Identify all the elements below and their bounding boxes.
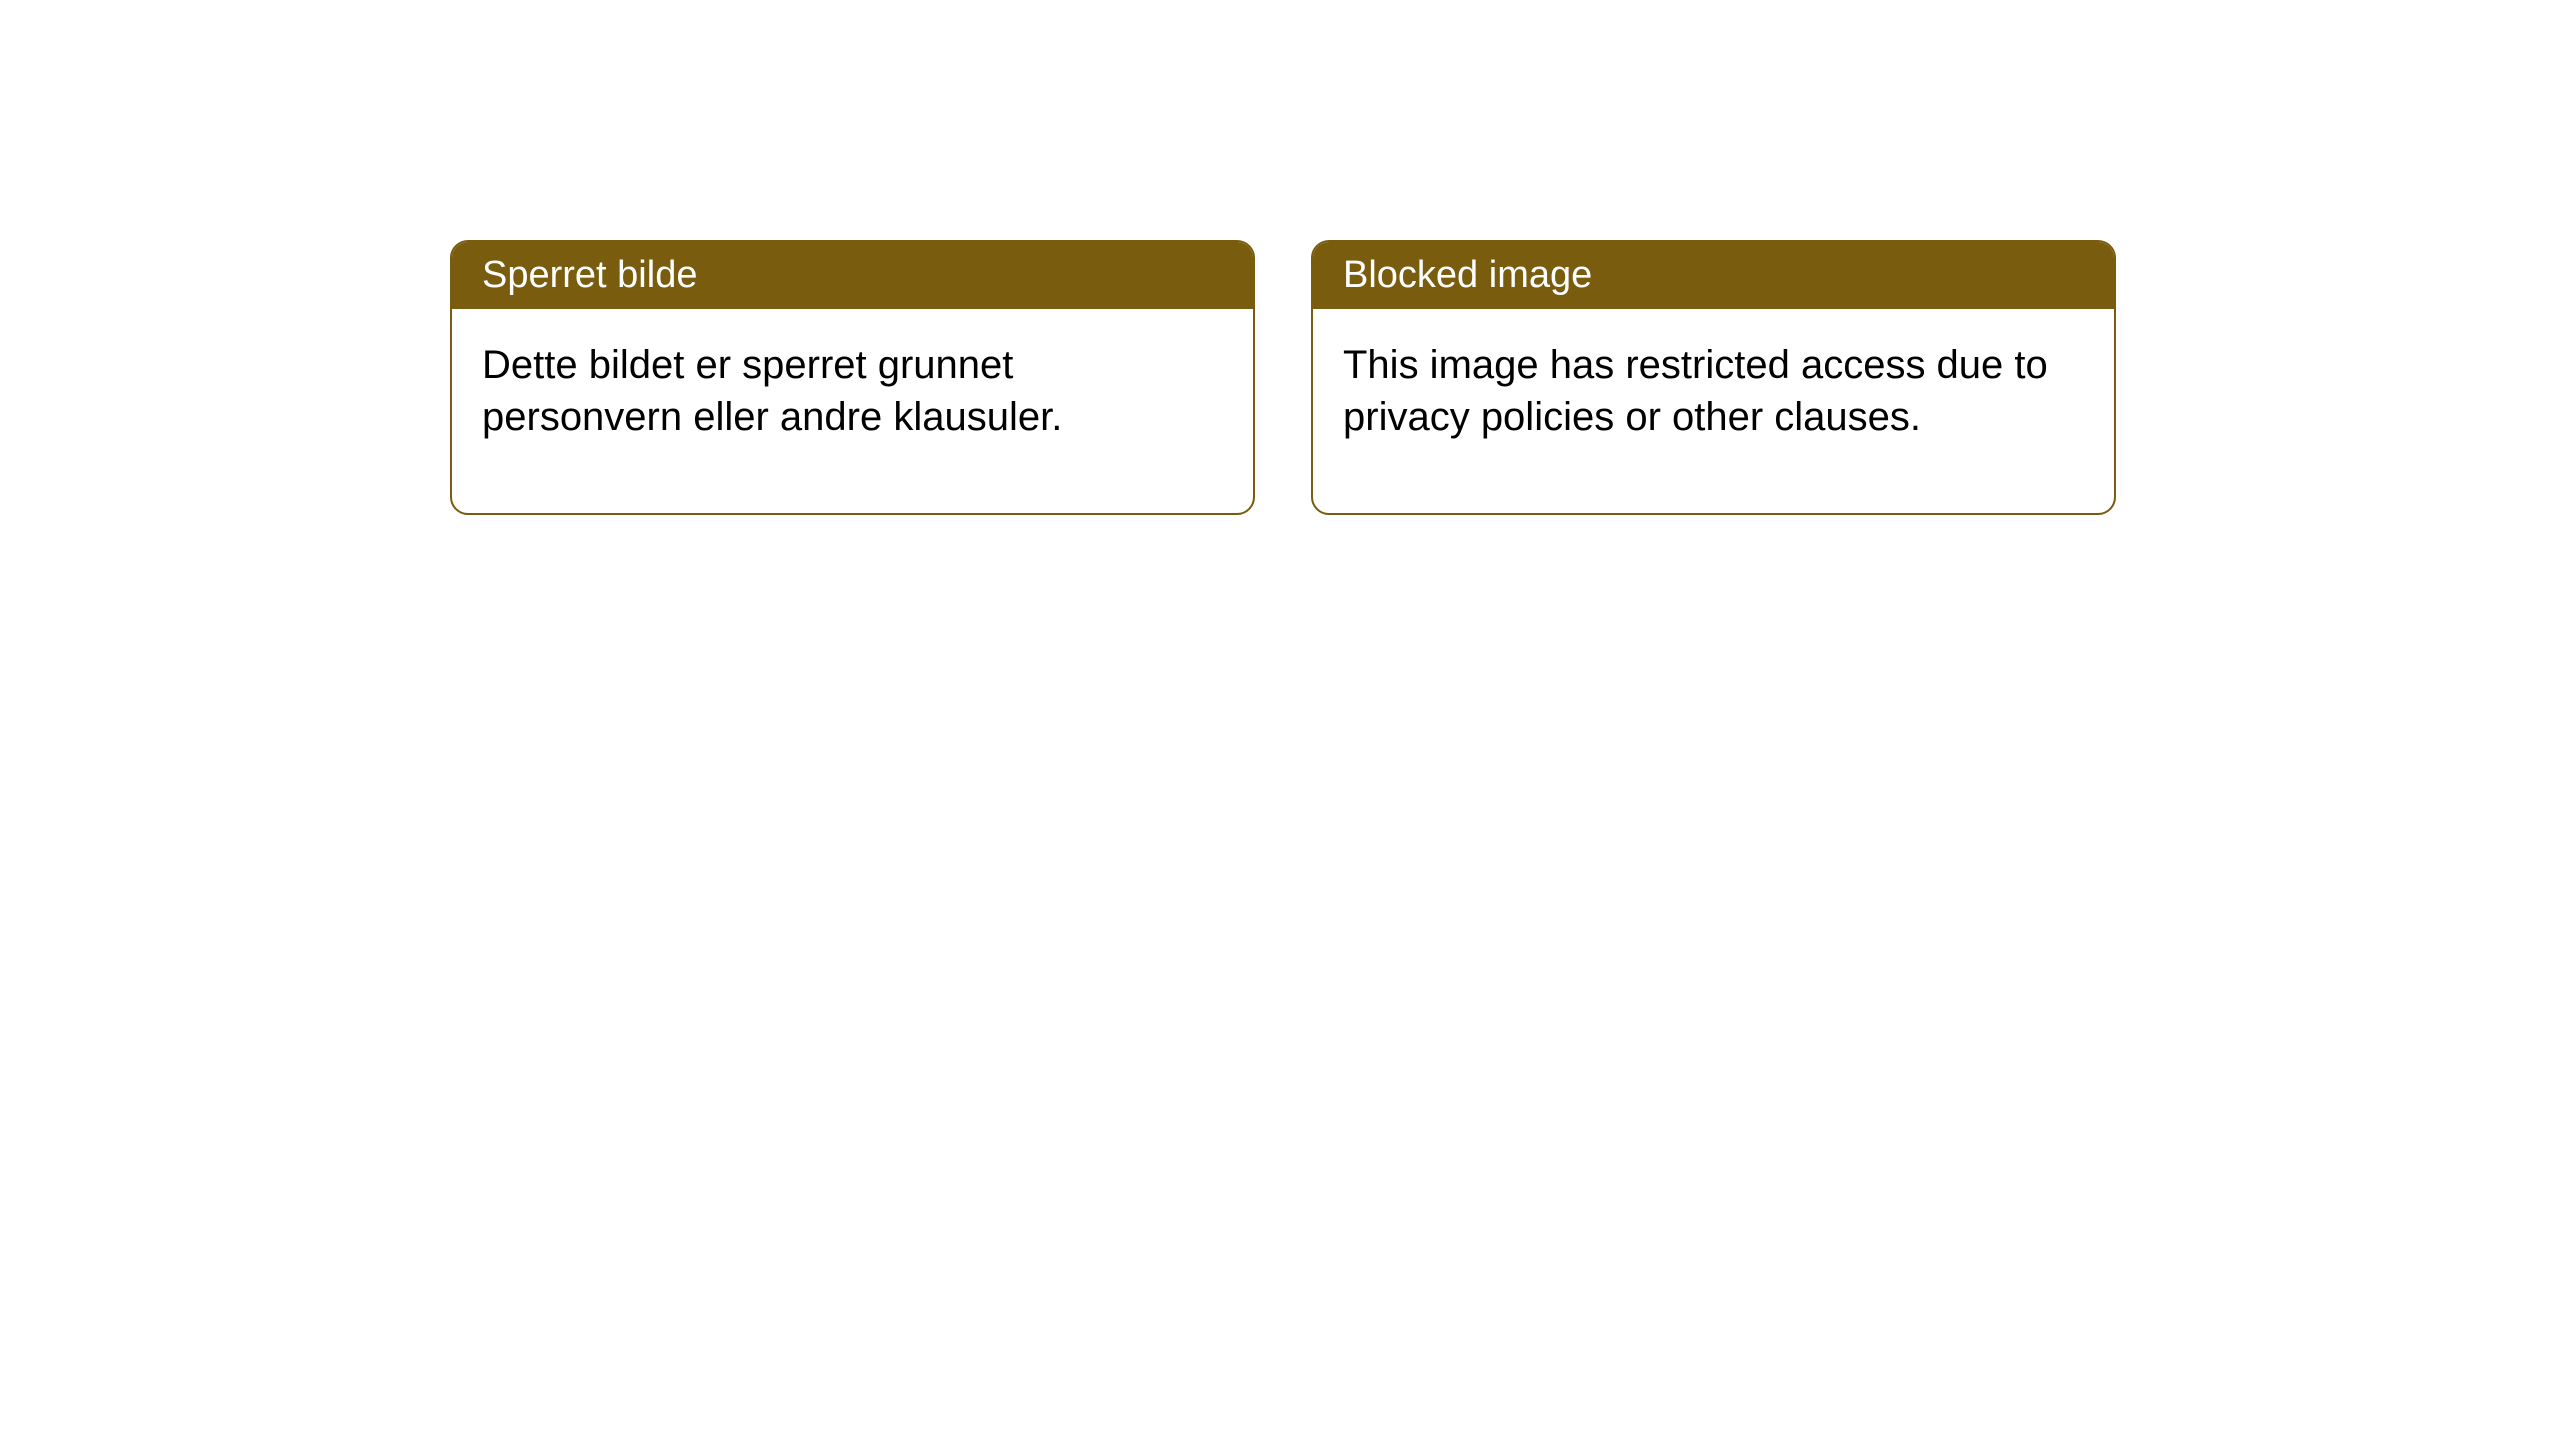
notice-card-norwegian: Sperret bilde Dette bildet er sperret gr… — [450, 240, 1255, 515]
notice-card-english: Blocked image This image has restricted … — [1311, 240, 2116, 515]
notice-body: This image has restricted access due to … — [1313, 309, 2114, 513]
notice-title: Sperret bilde — [482, 254, 697, 296]
notice-header: Blocked image — [1313, 242, 2114, 309]
notice-text: This image has restricted access due to … — [1343, 343, 2048, 439]
notice-text: Dette bildet er sperret grunnet personve… — [482, 343, 1062, 439]
notice-container: Sperret bilde Dette bildet er sperret gr… — [0, 0, 2560, 515]
notice-body: Dette bildet er sperret grunnet personve… — [452, 309, 1253, 513]
notice-header: Sperret bilde — [452, 242, 1253, 309]
notice-title: Blocked image — [1343, 254, 1592, 296]
